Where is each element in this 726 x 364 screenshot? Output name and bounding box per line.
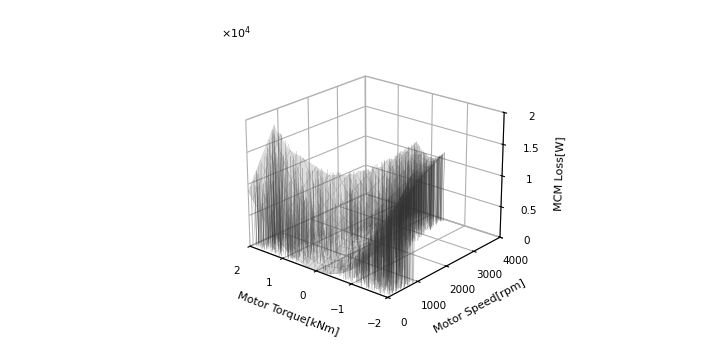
X-axis label: Motor Torque[kNm]: Motor Torque[kNm] xyxy=(236,290,340,337)
Text: $\times10^4$: $\times10^4$ xyxy=(221,25,251,41)
Y-axis label: Motor Speed[rpm]: Motor Speed[rpm] xyxy=(432,278,526,335)
